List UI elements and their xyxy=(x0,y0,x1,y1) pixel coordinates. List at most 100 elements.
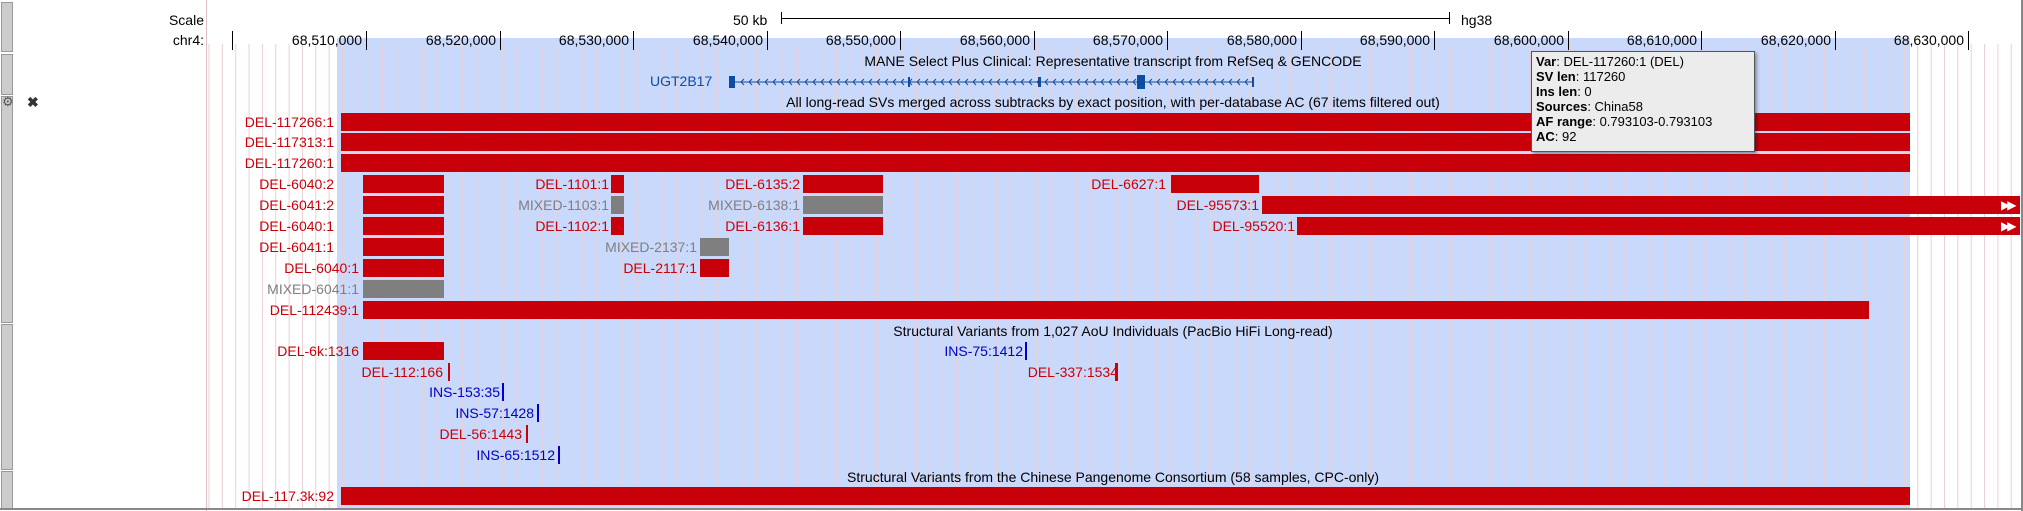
item-label[interactable]: DEL-95520:1 xyxy=(1212,218,1295,234)
sv-feature-ins[interactable] xyxy=(558,446,560,464)
strand-chevron xyxy=(956,78,961,86)
ruler-tick xyxy=(1835,31,1836,50)
item-label[interactable]: MIXED-1103:1 xyxy=(518,197,609,213)
ruler-tick-label: 68,590,000 xyxy=(1359,32,1430,48)
strand-chevron xyxy=(772,78,777,86)
item-label[interactable]: INS-75:1412 xyxy=(944,343,1023,359)
item-label[interactable]: DEL-6040:1 xyxy=(259,218,334,234)
item-label[interactable]: DEL-6k:1316 xyxy=(277,343,359,359)
item-label[interactable]: DEL-95573:1 xyxy=(1176,197,1259,213)
sv-feature-mixed[interactable] xyxy=(803,196,883,214)
sv-feature[interactable] xyxy=(611,217,624,235)
item-label[interactable]: DEL-6040:1 xyxy=(284,260,359,276)
sv-feature[interactable] xyxy=(341,487,1910,505)
strand-chevron xyxy=(924,78,929,86)
gene-label-UGT2B17[interactable]: UGT2B17 xyxy=(650,73,713,89)
item-label[interactable]: INS-153:35 xyxy=(429,384,500,400)
item-label[interactable]: MIXED-6041:1 xyxy=(267,281,359,297)
sv-feature[interactable] xyxy=(803,175,883,193)
strand-chevron xyxy=(1148,78,1153,86)
item-label[interactable]: DEL-1102:1 xyxy=(535,218,609,234)
strand-chevron xyxy=(1236,78,1241,86)
sv-feature[interactable] xyxy=(803,217,883,235)
sv-feature-ins[interactable] xyxy=(1025,342,1027,360)
item-label[interactable]: DEL-6135:2 xyxy=(725,176,800,192)
ruler-tick xyxy=(366,31,367,50)
item-label[interactable]: DEL-112439:1 xyxy=(269,302,359,318)
strand-chevron xyxy=(1036,78,1041,86)
strand-chevron xyxy=(1092,78,1097,86)
sv-feature-mixed[interactable] xyxy=(611,196,624,214)
track-button-mane[interactable] xyxy=(1,54,13,95)
sv-feature-ins[interactable] xyxy=(537,404,539,422)
item-label[interactable]: DEL-112:166 xyxy=(361,364,443,380)
sv-feature[interactable] xyxy=(448,363,450,381)
item-label[interactable]: DEL-6041:2 xyxy=(259,197,334,213)
strand-chevron xyxy=(1100,78,1105,86)
strand-chevron xyxy=(1172,78,1177,86)
ruler-tick xyxy=(1568,31,1569,50)
strand-chevron xyxy=(1052,78,1057,86)
item-label[interactable]: DEL-56:1443 xyxy=(439,426,522,442)
cpc-track-title: Structural Variants from the Chinese Pan… xyxy=(847,469,1379,485)
sv-feature[interactable] xyxy=(363,259,444,277)
item-label[interactable]: DEL-117266:1 xyxy=(244,114,334,130)
track-button-longread[interactable] xyxy=(1,96,13,323)
sv-feature[interactable] xyxy=(700,259,729,277)
strand-chevron xyxy=(852,78,857,86)
track-button-cpc[interactable] xyxy=(1,471,13,509)
sv-feature[interactable] xyxy=(363,175,444,193)
right-border xyxy=(2021,0,2023,511)
strand-chevron xyxy=(980,78,985,86)
sv-feature-ins[interactable] xyxy=(502,383,504,401)
item-label[interactable]: MIXED-6138:1 xyxy=(708,197,800,213)
item-label[interactable]: DEL-1101:1 xyxy=(535,176,609,192)
close-icon[interactable]: ✖ xyxy=(27,94,39,110)
item-label[interactable]: DEL-6041:1 xyxy=(259,239,334,255)
sv-feature[interactable] xyxy=(363,342,444,360)
sv-feature[interactable] xyxy=(363,196,444,214)
track-button-aou[interactable] xyxy=(1,324,13,470)
sv-feature[interactable] xyxy=(363,238,444,256)
ruler-tick-label: 68,520,000 xyxy=(425,32,496,48)
sv-feature-mixed[interactable] xyxy=(363,280,444,298)
strand-chevron xyxy=(1180,78,1185,86)
strand-chevron xyxy=(940,78,945,86)
item-label[interactable]: DEL-2117:1 xyxy=(623,260,697,276)
right-arrows-icon: ▶▶ xyxy=(2001,198,2017,212)
sv-feature[interactable] xyxy=(611,175,624,193)
ruler-tick-label: 68,580,000 xyxy=(1226,32,1297,48)
sv-feature[interactable] xyxy=(1115,363,1118,381)
sv-feature[interactable] xyxy=(341,113,1910,131)
item-label[interactable]: INS-65:1512 xyxy=(476,447,555,463)
item-label[interactable]: DEL-6136:1 xyxy=(725,218,800,234)
sv-feature[interactable] xyxy=(363,217,444,235)
sv-feature[interactable] xyxy=(1262,196,2020,214)
sv-feature[interactable] xyxy=(1297,217,2020,235)
sv-feature[interactable] xyxy=(526,425,528,443)
item-label[interactable]: DEL-117.3k:92 xyxy=(241,488,334,504)
ruler-tick-label: 68,620,000 xyxy=(1760,32,1831,48)
sv-feature[interactable] xyxy=(363,301,1869,319)
item-label[interactable]: DEL-117260:1 xyxy=(244,155,334,171)
gene-model-UGT2B17[interactable] xyxy=(725,71,1265,95)
item-label[interactable]: INS-57:1428 xyxy=(455,405,534,421)
strand-chevron xyxy=(1140,78,1145,86)
gear-icon[interactable]: ⚙ xyxy=(2,94,14,109)
assembly-label: hg38 xyxy=(1461,12,1493,28)
strand-chevron xyxy=(844,78,849,86)
strand-chevron xyxy=(828,78,833,86)
item-label[interactable]: DEL-6627:1 xyxy=(1091,176,1166,192)
item-label[interactable]: DEL-337:1534 xyxy=(1027,364,1118,380)
strand-chevron xyxy=(948,78,953,86)
strand-chevron xyxy=(756,78,761,86)
item-label[interactable]: DEL-6040:2 xyxy=(259,176,334,192)
item-label[interactable]: DEL-117313:1 xyxy=(244,134,334,150)
sv-feature-selected[interactable] xyxy=(341,154,1910,172)
item-label[interactable]: MIXED-2137:1 xyxy=(605,239,697,255)
sv-feature[interactable] xyxy=(1171,175,1259,193)
sv-feature[interactable] xyxy=(341,133,1910,151)
track-button-ruler[interactable] xyxy=(1,2,13,52)
sv-feature-mixed[interactable] xyxy=(700,238,729,256)
